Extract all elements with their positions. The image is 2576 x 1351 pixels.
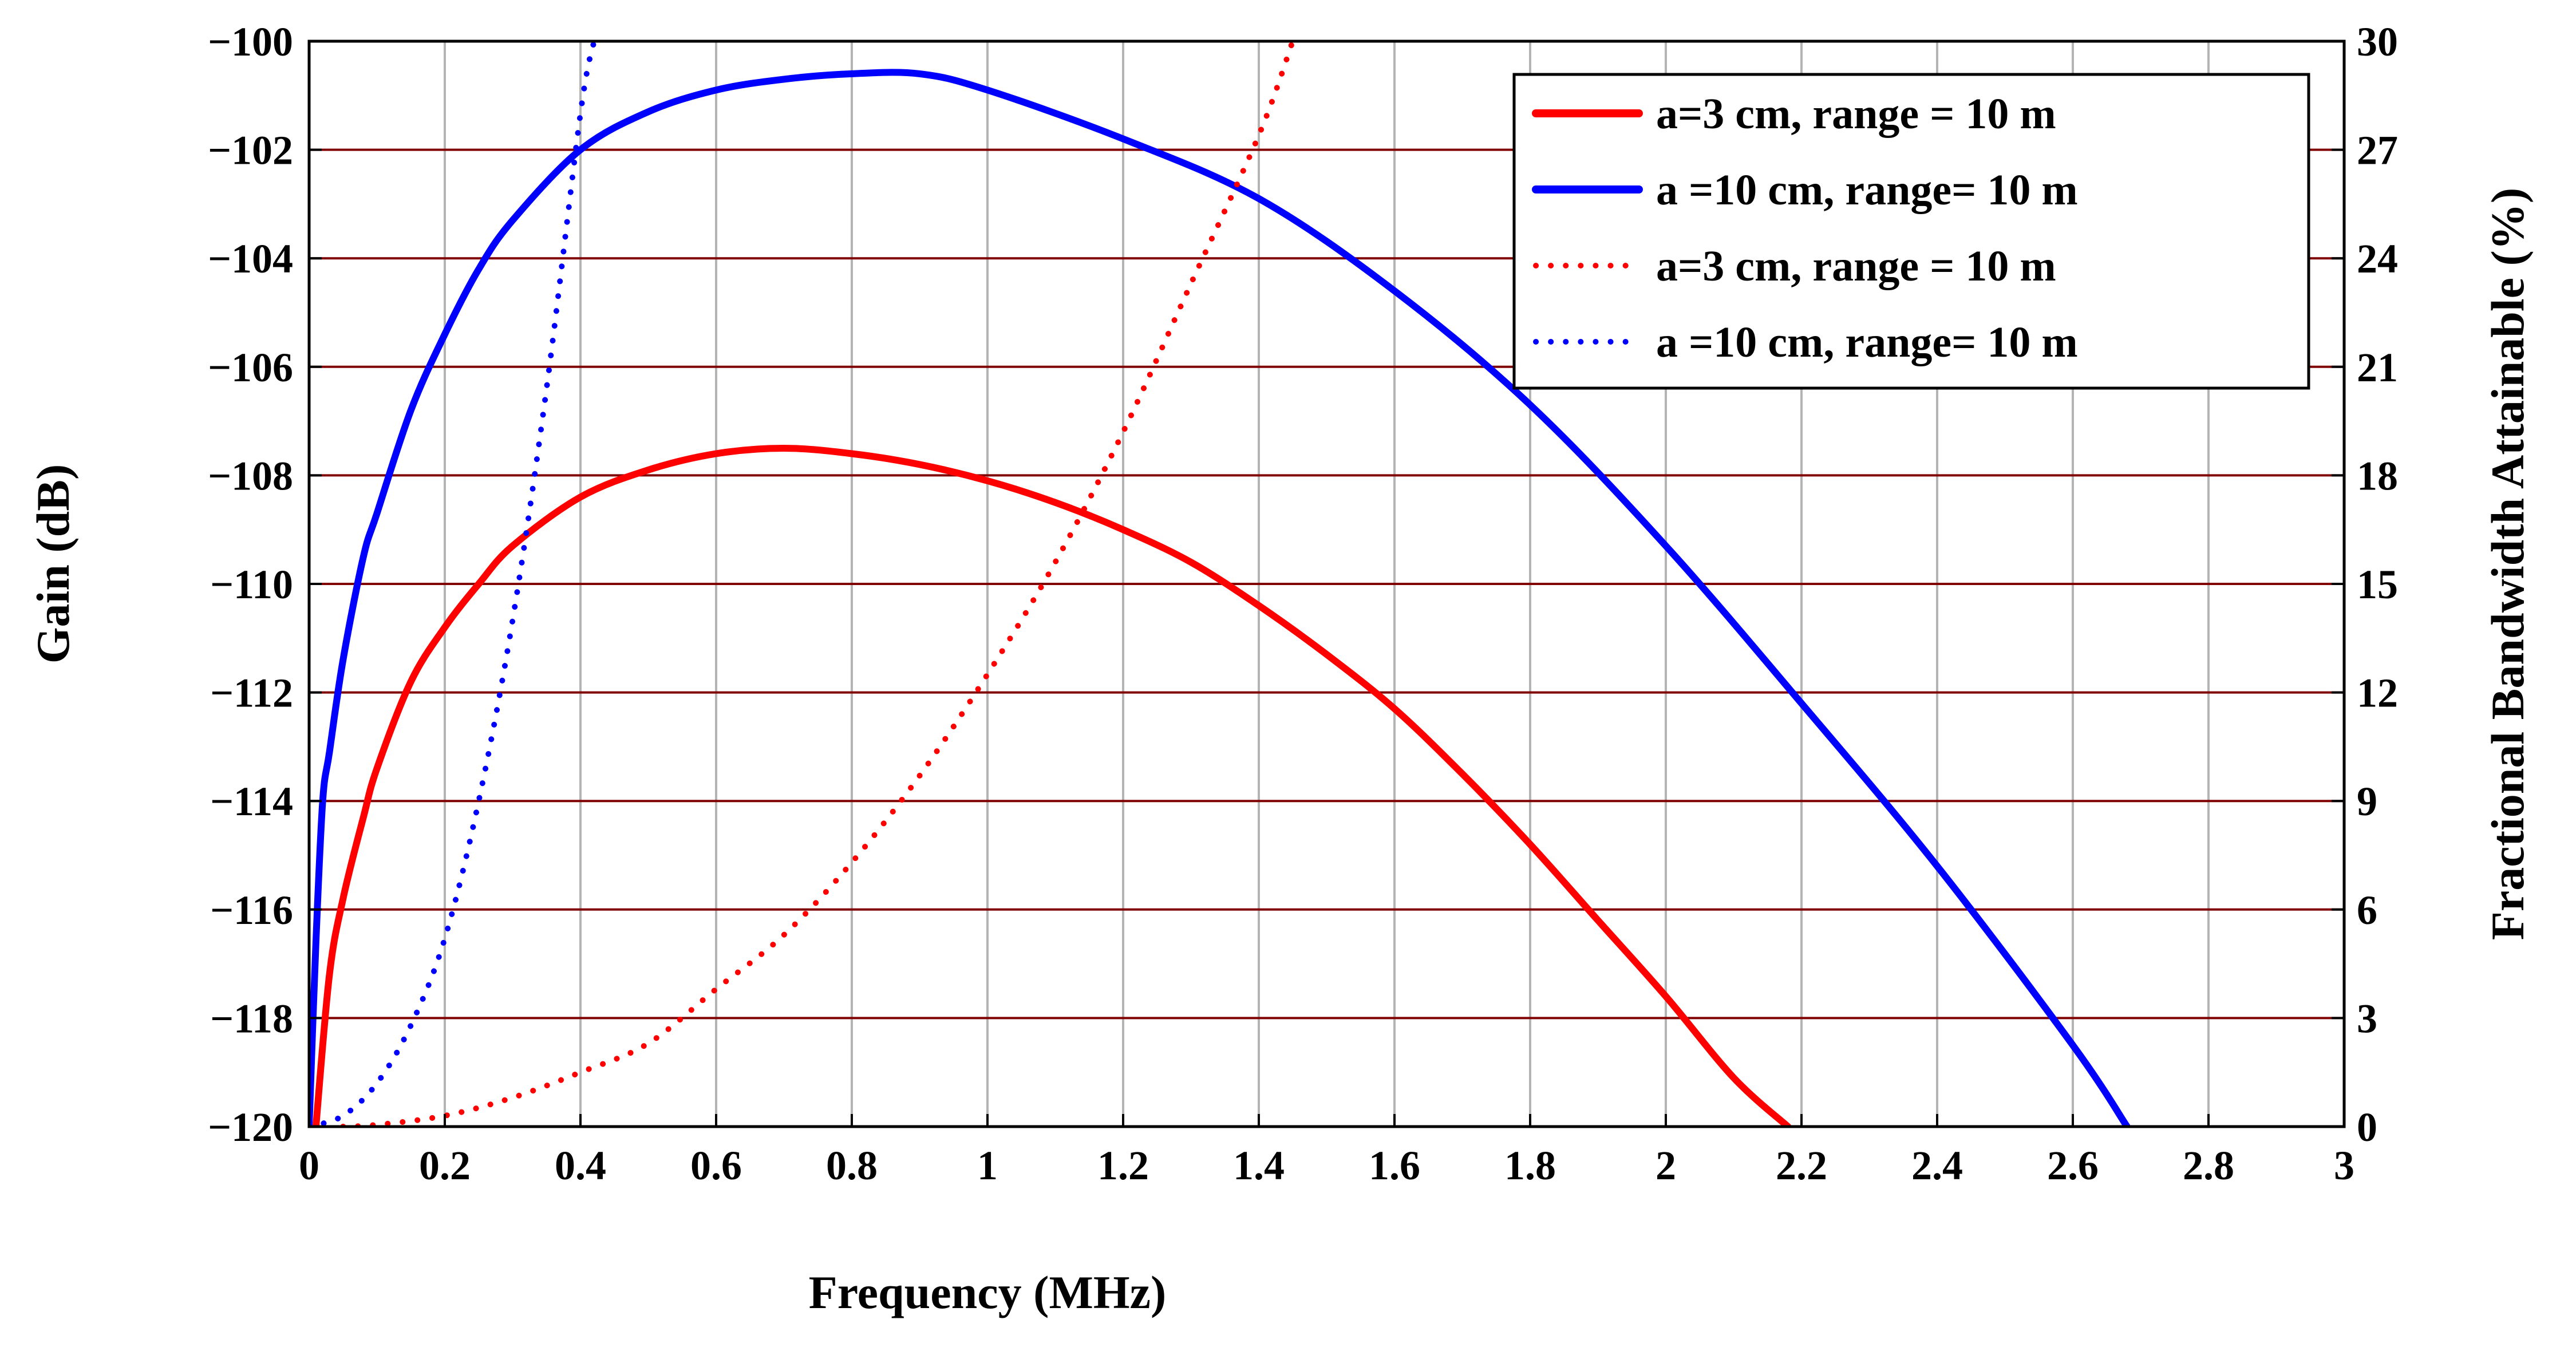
x-tick-label: 2.4 (1911, 1143, 1963, 1188)
series-layer (309, 41, 2131, 1127)
x-tick-label: 0.4 (555, 1143, 606, 1188)
x-tick-label: 0.6 (690, 1143, 742, 1188)
y2-tick-label: 0 (2357, 1104, 2377, 1150)
legend-label-2: a =10 cm, range= 10 m (1656, 166, 2078, 214)
x-tick-label: 2.2 (1776, 1143, 1827, 1188)
y-tick-label: −110 (210, 562, 293, 607)
y2-tick-label: 30 (2357, 19, 2398, 65)
y-tick-label: −120 (208, 1104, 293, 1150)
x-tick-label: 1.2 (1097, 1143, 1149, 1188)
y-tick-label: −116 (210, 887, 293, 933)
y2-tick-label: 3 (2357, 996, 2377, 1041)
legend-label-4: a =10 cm, range= 10 m (1656, 318, 2078, 366)
y-tick-label: −100 (208, 19, 293, 65)
legend-label-3: a=3 cm, range = 10 m (1656, 242, 2056, 290)
y-tick-label: −102 (208, 128, 293, 173)
y-axis-title: Gain (dB) (27, 464, 79, 664)
y2-tick-label: 9 (2357, 779, 2377, 824)
x-tick-label: 1 (977, 1143, 998, 1188)
y2-tick-label: 27 (2357, 128, 2398, 173)
y2-tick-label: 15 (2357, 562, 2398, 607)
y2-tick-label: 18 (2357, 453, 2398, 499)
y-tick-label: −118 (210, 996, 293, 1041)
series-line-3-dotted (340, 41, 1296, 1127)
y2-tick-label: 12 (2357, 670, 2398, 716)
x-tick-label: 2 (1656, 1143, 1676, 1188)
y2-axis-title: Fractional Bandwidth Attainable (%) (2482, 188, 2534, 940)
x-tick-label: 3 (2334, 1143, 2354, 1188)
legend: a=3 cm, range = 10 m a =10 cm, range= 10 … (1512, 73, 2310, 390)
legend-box (1512, 73, 2310, 390)
x-axis-title: Frequency (MHz) (809, 1266, 1167, 1318)
x-tick-label: 1.8 (1504, 1143, 1556, 1188)
series-line-1-solid (312, 445, 1792, 1127)
x-tick-label: 1.4 (1233, 1143, 1285, 1188)
x-tick-label: 1.6 (1369, 1143, 1420, 1188)
y2-tick-label: 6 (2357, 887, 2377, 933)
x-tick-label: 0.2 (419, 1143, 471, 1188)
y-tick-label: −114 (210, 779, 293, 824)
y2-tick-label: 24 (2357, 236, 2398, 282)
ticks-layer: 0 0.2 0.4 0.6 0.8 1 1.2 1.4 1.6 1.8 2 2.2 2.4 2.6 2.8 3… (208, 19, 2398, 1188)
y2-tick-label: 21 (2357, 345, 2398, 390)
x-tick-label: 0 (299, 1143, 319, 1188)
legend-label-1: a=3 cm, range = 10 m (1656, 90, 2056, 138)
series-line-2-solid (309, 69, 2131, 1127)
y-tick-label: −104 (208, 236, 293, 282)
y-tick-label: −108 (208, 453, 293, 499)
x-tick-label: 2.8 (2183, 1143, 2234, 1188)
x-tick-label: 0.8 (826, 1143, 878, 1188)
y-tick-label: −112 (210, 670, 293, 716)
y-tick-label: −106 (208, 345, 293, 390)
x-tick-label: 2.6 (2047, 1143, 2099, 1188)
